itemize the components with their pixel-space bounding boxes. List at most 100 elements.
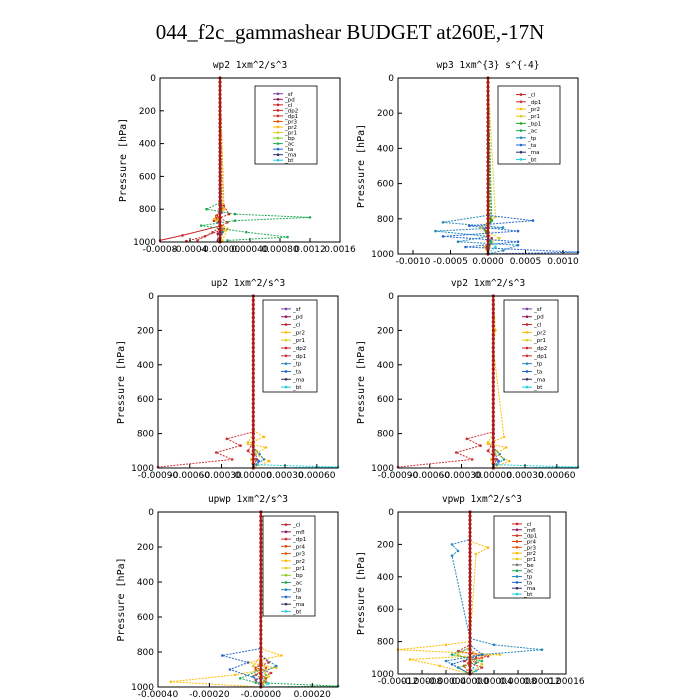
profile-marker xyxy=(218,174,222,178)
legend-marker xyxy=(284,588,288,591)
profile-marker xyxy=(468,534,472,538)
legend-label: _ta xyxy=(523,580,532,586)
legend-marker xyxy=(515,551,519,555)
legend-label: _cl xyxy=(284,103,293,109)
profile-marker xyxy=(491,410,495,414)
profile-marker xyxy=(259,632,263,637)
data-point xyxy=(486,440,490,444)
legend-marker xyxy=(284,523,288,526)
legend-marker xyxy=(515,569,519,572)
y-tick-label: 200 xyxy=(377,326,394,336)
legend-marker xyxy=(276,109,280,112)
profile-marker xyxy=(259,532,263,536)
profile-marker xyxy=(259,606,263,610)
legend-label: _mfl xyxy=(292,530,305,536)
legend-label: _pr1 xyxy=(527,114,540,120)
profile-marker xyxy=(251,350,255,354)
profile-marker xyxy=(251,440,255,444)
data-point xyxy=(489,221,492,224)
legend-marker xyxy=(515,546,519,549)
profile-marker xyxy=(486,186,490,190)
legend-box xyxy=(493,515,551,599)
profile-marker xyxy=(218,113,222,117)
x-tick-label: -0.00020 xyxy=(189,690,230,700)
y-tick-label: 0 xyxy=(388,508,394,518)
profile-marker xyxy=(491,401,495,406)
profile-marker xyxy=(259,541,263,545)
profile-marker xyxy=(218,195,222,199)
profile-marker xyxy=(491,350,495,354)
y-axis-label: Pressure [hPa] xyxy=(356,124,367,208)
profile-marker xyxy=(251,427,255,431)
legend-marker xyxy=(525,377,529,381)
legend-label: _ac xyxy=(527,129,537,135)
profile-marker xyxy=(486,124,490,128)
legend-marker xyxy=(515,534,519,537)
legend-label: _bt xyxy=(533,385,543,391)
profile-marker xyxy=(251,414,255,418)
legend-label: _bp xyxy=(284,136,295,142)
legend-marker xyxy=(515,528,519,532)
profile-marker xyxy=(468,559,472,563)
data-point xyxy=(504,446,508,449)
profile-marker xyxy=(259,562,263,567)
legend-label: _pd xyxy=(292,315,303,321)
legend-marker xyxy=(276,142,280,145)
legend-marker xyxy=(519,93,523,96)
legend-marker xyxy=(519,100,523,104)
profile-marker xyxy=(491,453,495,457)
legend: _sf _pd _cl_pr2 _pr1 _dp2 _dp1 _tp_ta _ma _bt xyxy=(503,299,559,393)
data-point xyxy=(233,219,237,222)
y-tick-label: 1000 xyxy=(371,670,394,680)
y-axis-label: Pressure [hPa] xyxy=(116,340,127,424)
profile-marker xyxy=(468,603,472,607)
legend-label: _pr1 xyxy=(292,338,305,344)
data-point xyxy=(480,666,484,669)
legend-marker xyxy=(276,131,280,134)
profile-marker xyxy=(486,212,490,216)
legend-label: _pr4 xyxy=(292,544,306,550)
legend-label: _cl xyxy=(527,93,536,99)
profile-marker xyxy=(486,151,490,155)
profile-marker xyxy=(251,436,255,440)
profile-marker xyxy=(251,371,255,375)
x-tick-label: -0.00030 xyxy=(441,471,482,481)
profile-marker xyxy=(259,523,263,527)
legend-marker xyxy=(284,602,288,606)
legend-marker xyxy=(525,331,529,334)
panel-6: vpwp 1xm^2/s^3 Pressure [hPa] 0 200 400 600 80… xyxy=(356,494,585,687)
data-point xyxy=(486,449,490,453)
profile-marker xyxy=(259,554,263,558)
legend-label: _tp xyxy=(292,362,302,368)
profile-marker xyxy=(251,453,255,457)
data-point xyxy=(540,648,544,651)
legend: _cl_dp1_pr2_pr1_bp1 _ac_tp_ta_ma_bt xyxy=(497,85,561,165)
data-point xyxy=(494,245,497,249)
plot-frame xyxy=(397,295,579,469)
profile-marker xyxy=(491,333,495,337)
profile-marker xyxy=(486,102,490,106)
legend-marker xyxy=(525,346,529,350)
legend-label: _pr2 xyxy=(533,330,546,336)
legend-label: _pr2 xyxy=(284,125,297,131)
legend-label: _bt xyxy=(292,609,302,615)
profile-marker xyxy=(491,298,495,302)
legend-label: _cl xyxy=(292,523,301,529)
profile-marker xyxy=(259,659,263,663)
data-point xyxy=(205,207,208,211)
profile-marker xyxy=(251,432,255,436)
profile-marker xyxy=(251,462,255,466)
x-tick-label: 0.00080 xyxy=(261,245,298,255)
y-tick-label: 400 xyxy=(137,361,154,371)
profile-marker xyxy=(218,105,222,109)
legend-marker xyxy=(515,586,519,590)
y-tick-label: 800 xyxy=(377,215,394,225)
legend-marker xyxy=(284,566,288,570)
legend-marker xyxy=(284,346,288,350)
profile-marker xyxy=(468,587,472,591)
profile-marker xyxy=(491,337,495,341)
data-point xyxy=(474,552,478,556)
legend-marker xyxy=(276,103,280,107)
profile-marker xyxy=(259,593,263,597)
profile-marker xyxy=(486,182,490,186)
